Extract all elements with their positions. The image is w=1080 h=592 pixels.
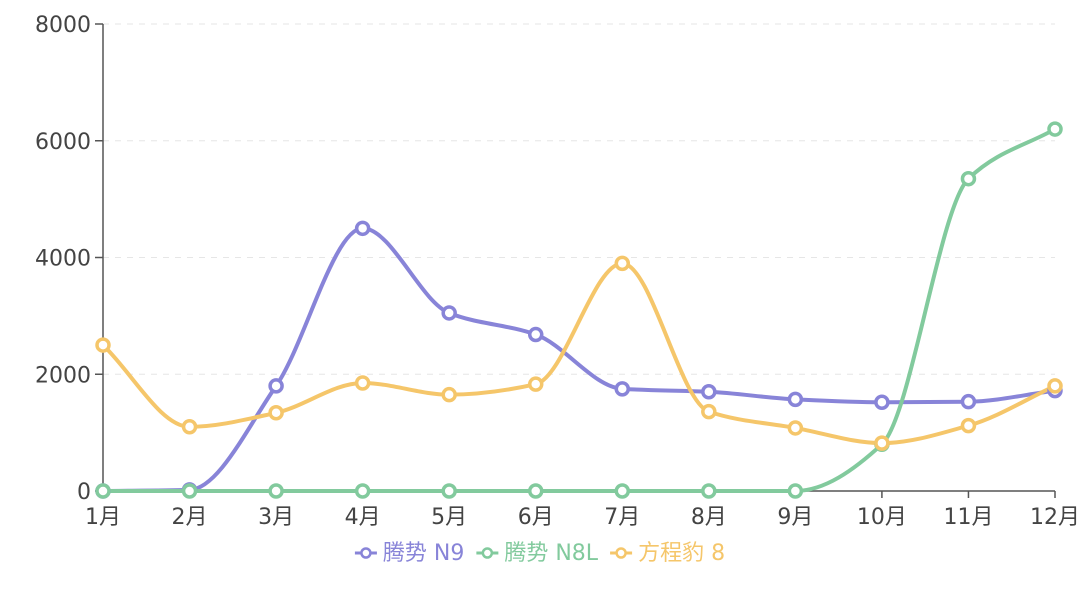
data-point [960, 393, 977, 410]
legend-label: 腾势 N9 [383, 541, 464, 566]
series-line [101, 261, 1057, 446]
data-point [701, 483, 717, 499]
x-tick-label: 8月 [691, 505, 727, 530]
data-point [1047, 121, 1063, 137]
data-point [1047, 378, 1063, 394]
data-point [354, 483, 371, 499]
y-axis-ticks: 0 2000 4000 6000 8000 [35, 13, 103, 505]
data-point [787, 391, 804, 408]
data-point [268, 483, 284, 499]
data-point [181, 419, 198, 435]
y-tick-label: 8000 [35, 13, 91, 38]
x-tick-label: 6月 [518, 505, 554, 530]
data-point [95, 483, 111, 499]
legend-label: 方程豹 8 [638, 541, 725, 566]
data-point [701, 403, 717, 420]
data-point [614, 381, 631, 397]
x-tick-label: 11月 [943, 505, 993, 530]
x-tick-label: 3月 [258, 505, 294, 530]
data-point [960, 170, 977, 187]
legend-marker-icon [615, 547, 627, 559]
y-tick-label: 2000 [35, 363, 91, 388]
y-tick-label: 6000 [35, 130, 91, 155]
data-point [441, 305, 457, 321]
series-points [95, 121, 1063, 499]
data-point [354, 220, 371, 237]
data-point [527, 326, 544, 343]
x-tick-label: 2月 [172, 505, 208, 530]
data-point [181, 483, 198, 499]
x-tick-label: 9月 [777, 505, 813, 530]
x-tick-label: 12月 [1030, 505, 1080, 530]
data-point [268, 405, 284, 421]
x-axis-ticks: 1月 2月 3月 4月 5月 6月 7月 8月 9月 10月 11月 12月 [85, 491, 1080, 530]
data-point [614, 255, 631, 272]
data-point [441, 483, 457, 499]
grid-lines [103, 23, 1055, 375]
legend-item[interactable]: 腾势 N9 [354, 541, 464, 566]
legend-item[interactable]: 腾势 N8L [476, 541, 599, 566]
data-point [95, 337, 111, 353]
data-point [527, 376, 544, 392]
y-tick-label: 0 [77, 480, 91, 505]
data-point [787, 483, 804, 499]
x-tick-label: 1月 [85, 505, 121, 530]
legend-marker-icon [360, 547, 372, 559]
x-tick-label: 10月 [857, 505, 907, 530]
y-tick-label: 4000 [35, 247, 91, 272]
data-point [960, 417, 977, 434]
legend-marker-icon [481, 547, 494, 559]
data-point [874, 435, 890, 451]
data-point [527, 483, 544, 499]
data-point [701, 384, 717, 400]
data-point [874, 394, 890, 411]
legend: 腾势 N9 腾势 N8L 方程豹 8 [354, 541, 725, 566]
data-point [354, 375, 371, 391]
x-tick-label: 5月 [431, 505, 467, 530]
data-point [787, 420, 804, 436]
legend-item[interactable]: 方程豹 8 [610, 541, 725, 566]
data-point [614, 483, 631, 499]
data-point [441, 386, 457, 403]
legend-label: 腾势 N8L [504, 541, 598, 566]
x-tick-label: 4月 [345, 505, 381, 530]
data-point [268, 378, 284, 394]
x-tick-label: 7月 [604, 505, 640, 530]
series-lines [101, 127, 1057, 494]
